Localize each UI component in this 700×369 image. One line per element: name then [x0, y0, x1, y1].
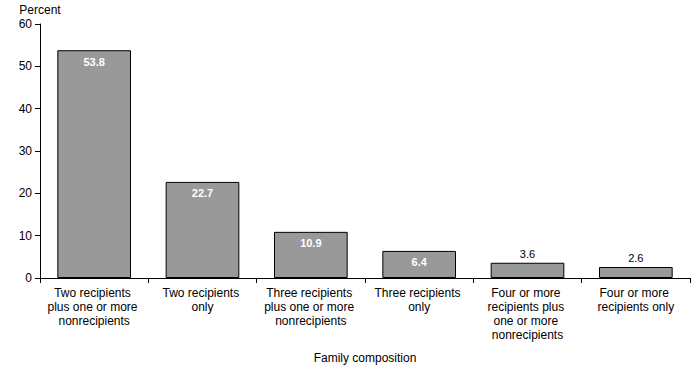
svg-text:53.8: 53.8	[83, 56, 104, 68]
svg-text:22.7: 22.7	[192, 187, 213, 199]
svg-text:20: 20	[19, 186, 33, 200]
svg-text:plus one or more: plus one or more	[47, 300, 140, 314]
svg-text:60: 60	[19, 17, 33, 31]
svg-text:Three recipients: Three recipients	[266, 286, 355, 300]
svg-text:only: only	[191, 300, 213, 314]
svg-text:one or more: one or more	[493, 314, 561, 328]
svg-text:40: 40	[19, 102, 33, 116]
svg-text:Four or more: Four or more	[491, 286, 564, 300]
svg-text:0: 0	[25, 271, 32, 285]
svg-text:Four or more: Four or more	[599, 286, 672, 300]
svg-text:2.6: 2.6	[628, 252, 643, 264]
svg-text:only: only	[408, 300, 430, 314]
svg-text:plus one or more: plus one or more	[264, 300, 357, 314]
svg-text:nonrecipients: nonrecipients	[58, 314, 129, 328]
svg-text:recipients only: recipients only	[597, 300, 674, 314]
svg-text:nonrecipients: nonrecipients	[275, 314, 346, 328]
svg-text:Family composition: Family composition	[314, 351, 417, 365]
svg-text:30: 30	[19, 144, 33, 158]
svg-text:10.9: 10.9	[300, 237, 321, 249]
svg-text:Three recipients: Three recipients	[374, 286, 463, 300]
svg-text:3.6: 3.6	[520, 248, 535, 260]
svg-text:recipients plus: recipients plus	[487, 300, 567, 314]
svg-text:10: 10	[19, 229, 33, 243]
svg-text:6.4: 6.4	[412, 256, 428, 268]
svg-text:Percent: Percent	[19, 3, 61, 17]
svg-text:50: 50	[19, 59, 33, 73]
svg-text:Two recipients: Two recipients	[54, 286, 134, 300]
svg-text:nonrecipients: nonrecipients	[492, 328, 563, 342]
svg-text:Two recipients: Two recipients	[162, 286, 242, 300]
